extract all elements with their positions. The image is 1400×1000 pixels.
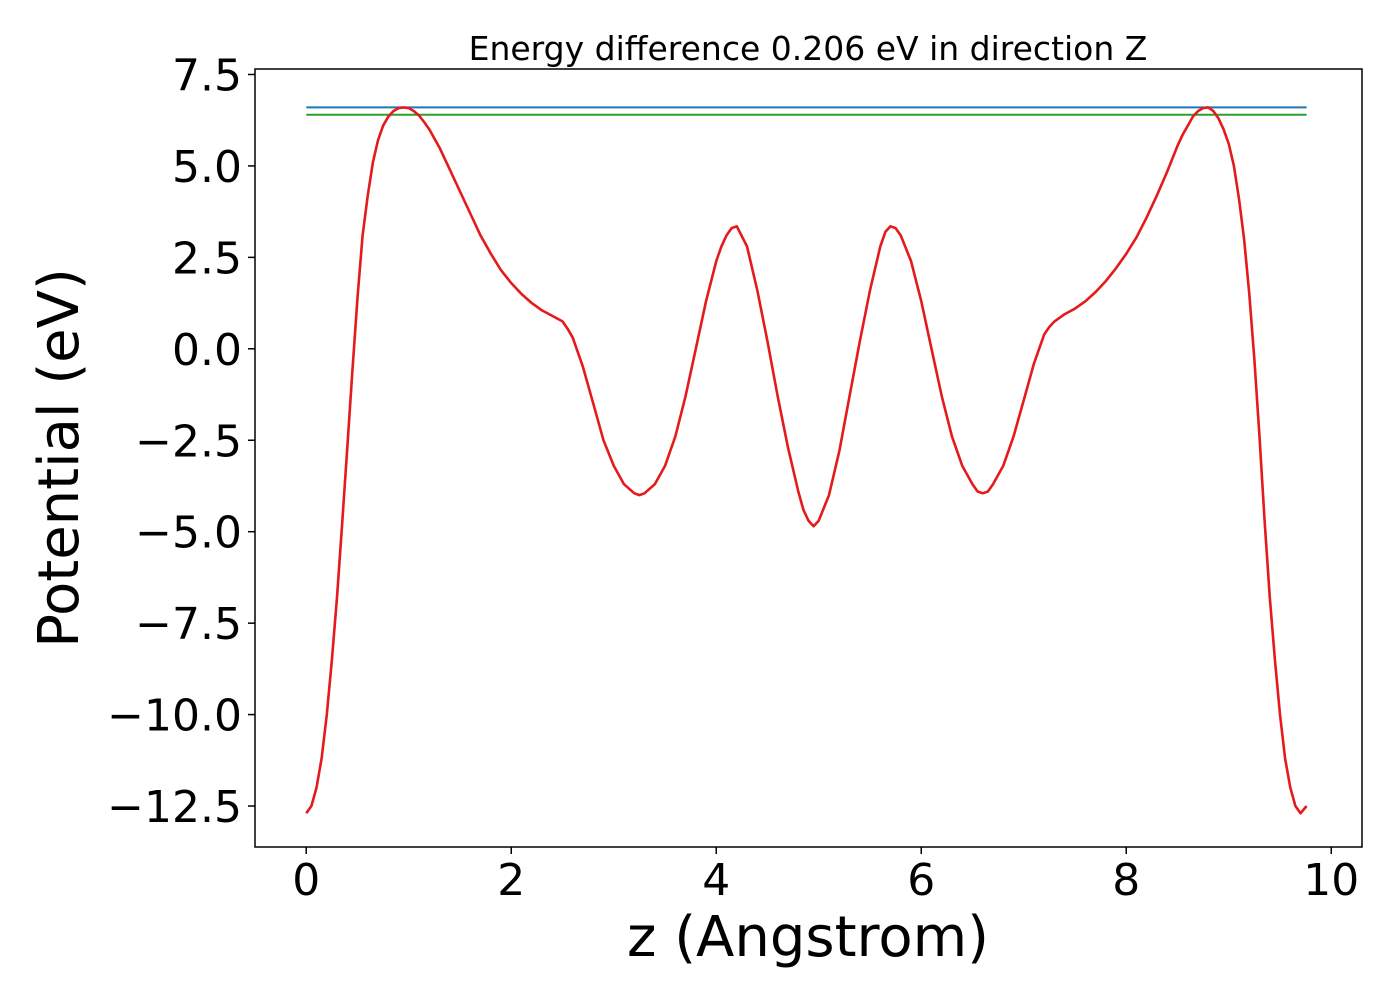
- x-tick-label: 8: [1112, 855, 1140, 906]
- y-tick-label: −5.0: [135, 508, 242, 559]
- x-tick-label: 10: [1303, 855, 1359, 906]
- plot-area: [255, 69, 1362, 847]
- y-axis-title: Potential (eV): [27, 268, 92, 648]
- y-tick-label: −2.5: [135, 416, 242, 467]
- y-tick-label: 7.5: [172, 50, 242, 101]
- y-tick-label: 2.5: [172, 233, 242, 284]
- y-tick-label: −10.0: [107, 691, 242, 742]
- plot-frame: [254, 68, 1363, 848]
- y-tick-label: −7.5: [135, 599, 242, 650]
- y-tick-label: 5.0: [172, 142, 242, 193]
- x-axis: 0 2 4 6 8 10: [292, 847, 1359, 906]
- y-tick-label: −12.5: [107, 782, 242, 833]
- x-tick-label: 0: [292, 855, 320, 906]
- y-axis: 7.5 5.0 2.5 0.0 −2.5 −5.0 −7.5 −10.0 −12.5: [107, 50, 255, 833]
- x-tick-label: 2: [497, 855, 525, 906]
- y-tick-label: 0.0: [172, 325, 242, 376]
- x-tick-label: 4: [702, 855, 730, 906]
- series-layer: [305, 106, 1308, 815]
- x-tick-label: 6: [907, 855, 935, 906]
- chart-title: Energy difference 0.206 eV in direction …: [469, 29, 1148, 68]
- series-line-2: [305, 106, 1308, 815]
- x-axis-title: z (Angstrom): [627, 905, 989, 970]
